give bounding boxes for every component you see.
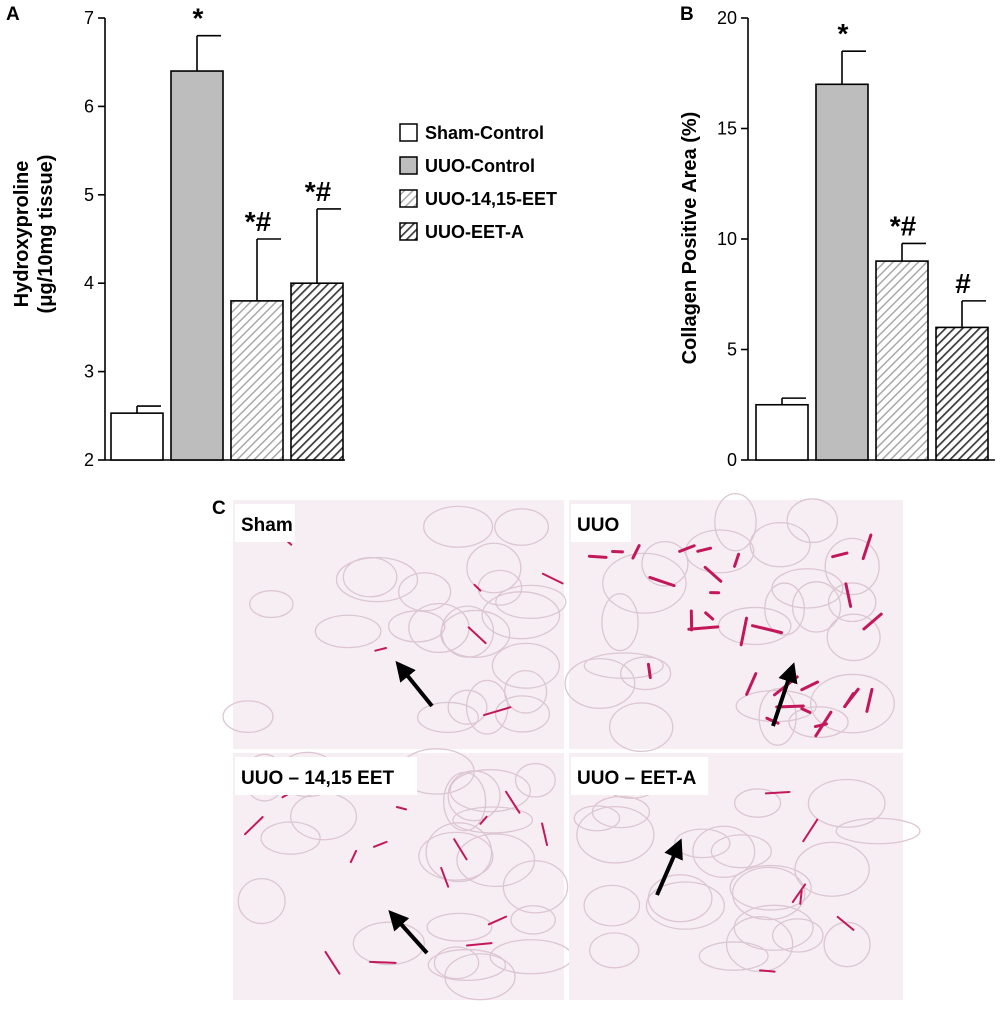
legend-item-sham-control: Sham-Control <box>400 123 544 143</box>
micrograph-label-uuo-14-15-eet: UUO – 14,15 EET <box>241 768 395 789</box>
y-axis-label-a-line2: (μg/10mg tissue) <box>35 155 57 314</box>
y-tick-label-b: 5 <box>727 340 737 360</box>
legend-label-uuo-eet-a: UUO-EET-A <box>425 222 524 242</box>
legend-swatch-uuo-eet-a <box>400 223 417 240</box>
bar-a-sham-control <box>111 413 163 460</box>
significance-marker-a-uuo-eet-a: *# <box>305 176 332 207</box>
bar-a-uuo-1415-eet <box>231 301 283 460</box>
bar-b-uuo-control <box>816 84 868 460</box>
chart-panel-b: Collagen Positive Area (%) 0 5 10 15 20 * *# # <box>679 8 995 470</box>
legend-swatch-uuo-control <box>400 157 417 174</box>
panel-letter-a: A <box>6 4 20 25</box>
micrograph-label-sham: Sham <box>241 515 293 536</box>
y-tick-label-b: 10 <box>717 229 737 249</box>
micrograph-panel: Sham UUO UUO – 14,15 EET UUO – EET-A <box>223 494 920 1000</box>
y-tick-label-a: 6 <box>84 96 94 116</box>
collagen-stain <box>370 962 396 963</box>
y-tick-label-b: 0 <box>727 450 737 470</box>
y-tick-label-a: 2 <box>84 450 94 470</box>
micrograph-uuo-14-15-eet: UUO – 14,15 EET <box>233 749 572 1000</box>
micrograph-uuo-eet-a: UUO – EET-A <box>569 753 920 1000</box>
panel-letter-c: C <box>212 498 226 519</box>
chart-panel-a: Hydroxyproline (μg/10mg tissue) 2 3 4 5 6 7 * *… <box>11 3 345 470</box>
y-axis-label-a-line1: Hydroxyproline <box>11 161 33 308</box>
micrograph-label-uuo: UUO <box>577 515 619 536</box>
bar-a-uuo-eet-a <box>291 283 343 460</box>
collagen-stain <box>760 970 775 971</box>
legend-swatch-uuo-1415-eet <box>400 190 417 207</box>
micrograph-uuo: UUO <box>565 494 903 752</box>
legend-label-sham-control: Sham-Control <box>425 123 544 143</box>
significance-marker-b-uuo-control: * <box>838 18 849 49</box>
y-tick-label-a: 4 <box>84 273 94 293</box>
panel-letter-b: B <box>680 4 694 25</box>
y-tick-label-a: 7 <box>84 8 94 28</box>
y-tick-label-a: 3 <box>84 362 94 382</box>
legend-swatch-sham-control <box>400 124 417 141</box>
significance-marker-b-uuo-1415-eet: *# <box>890 210 917 241</box>
bar-b-uuo-1415-eet <box>876 261 928 460</box>
bar-a-uuo-control <box>171 71 223 460</box>
legend-item-uuo-1415-eet: UUO-14,15-EET <box>400 189 557 209</box>
y-axis-label-b: Collagen Positive Area (%) <box>679 112 701 365</box>
micrograph-label-uuo-eet-a: UUO – EET-A <box>577 768 697 789</box>
y-tick-label-b: 15 <box>717 119 737 139</box>
legend: Sham-Control UUO-Control UUO-14,15-EET U… <box>400 123 557 242</box>
y-tick-label-a: 5 <box>84 185 94 205</box>
collagen-stain <box>589 556 606 557</box>
significance-marker-b-uuo-eet-a: # <box>955 268 971 299</box>
legend-label-uuo-control: UUO-Control <box>425 156 535 176</box>
legend-item-uuo-control: UUO-Control <box>400 156 535 176</box>
legend-item-uuo-eet-a: UUO-EET-A <box>400 222 524 242</box>
significance-marker-a-uuo-1415-eet: *# <box>245 206 272 237</box>
bar-b-uuo-eet-a <box>936 327 988 460</box>
collagen-stain <box>766 792 789 793</box>
legend-label-uuo-1415-eet: UUO-14,15-EET <box>425 189 557 209</box>
significance-marker-a-uuo-control: * <box>193 3 204 34</box>
bar-b-sham-control <box>756 405 808 460</box>
y-tick-label-b: 20 <box>717 8 737 28</box>
collagen-stain <box>648 664 650 677</box>
micrograph-sham: Sham <box>223 500 566 749</box>
